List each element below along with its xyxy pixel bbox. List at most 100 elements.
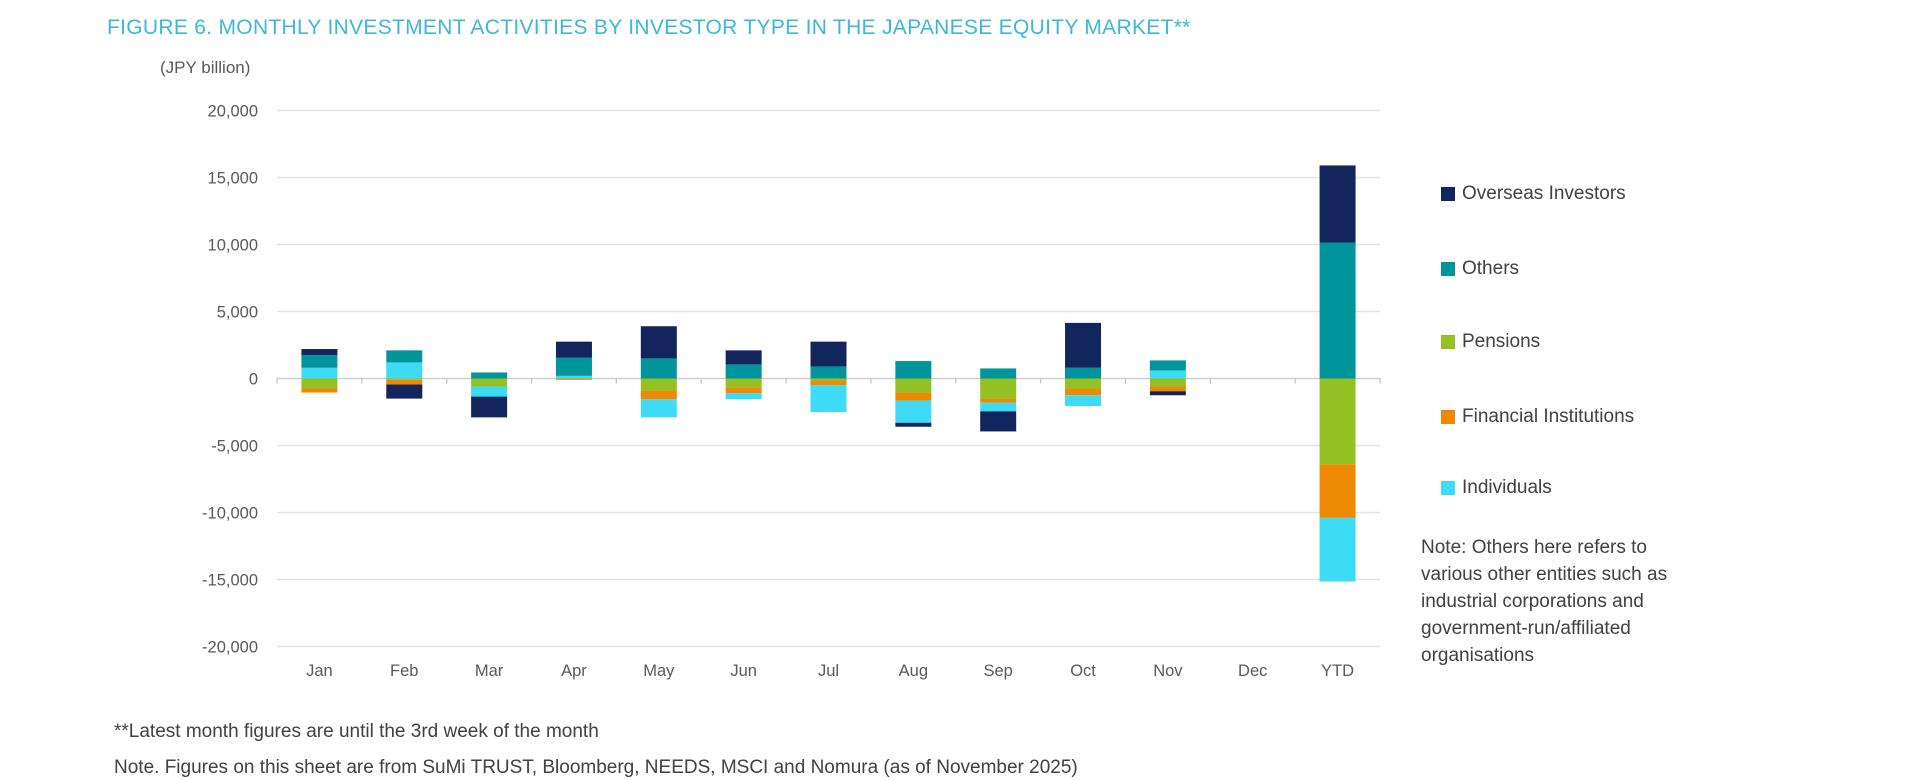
bar-segment-apr-financial-institutions	[555, 378, 592, 380]
bar-segment-oct-financial-institutions	[1065, 388, 1102, 396]
y-axis-unit-label: (JPY billion)	[160, 58, 251, 77]
x-tick-label: Sep	[984, 662, 1013, 680]
bar-segment-jul-pensions	[810, 378, 847, 381]
bar-segment-jun-individuals	[725, 393, 762, 400]
bar-segment-jul-financial-institutions	[810, 380, 847, 386]
bar-segment-nov-financial-institutions	[1149, 386, 1186, 392]
footnote-sources: Note. Figures on this sheet are from SuM…	[114, 757, 1078, 778]
bar-segment-oct-individuals	[1065, 395, 1102, 406]
bar-segment-ytd-financial-institutions	[1319, 464, 1356, 518]
x-tick-label: Jan	[306, 662, 333, 680]
x-tick-label: Feb	[390, 662, 418, 680]
bar-segment-aug-pensions	[895, 378, 932, 393]
bar-segment-apr-overseas-investors	[555, 341, 592, 358]
x-tick-label: May	[643, 662, 675, 680]
bar-segment-feb-overseas-investors	[386, 384, 423, 399]
y-tick-label: 10,000	[208, 237, 258, 255]
bar-segment-sep-others	[980, 368, 1017, 379]
bar-segment-aug-others	[895, 361, 932, 379]
legend-item-financial-institutions: Financial Institutions	[1441, 406, 1634, 428]
bar-segment-jun-financial-institutions	[725, 387, 762, 394]
bar-segment-ytd-pensions	[1319, 378, 1356, 465]
bar-segment-jul-overseas-investors	[810, 341, 847, 367]
y-tick-label: -10,000	[202, 505, 258, 523]
legend-label: Overseas Investors	[1462, 183, 1626, 204]
bar-segment-jul-others	[810, 366, 847, 379]
bar-segment-nov-others	[1149, 360, 1186, 371]
bar-segment-ytd-others	[1319, 242, 1356, 379]
bar-segment-oct-overseas-investors	[1065, 322, 1102, 368]
y-tick-label: 5,000	[217, 304, 258, 322]
x-tick-label: Nov	[1153, 662, 1183, 680]
x-tick-label: YTD	[1321, 662, 1354, 680]
bar-segment-oct-others	[1065, 367, 1102, 379]
y-tick-label: -20,000	[202, 639, 258, 657]
legend-item-overseas-investors: Overseas Investors	[1441, 183, 1626, 205]
financial-institutions-swatch-icon	[1441, 410, 1455, 424]
others-swatch-icon	[1441, 262, 1455, 276]
bar-segment-nov-individuals	[1149, 370, 1186, 379]
bar-segment-jun-others	[725, 364, 762, 379]
legend-label: Others	[1462, 258, 1520, 279]
legend-label: Individuals	[1462, 477, 1552, 498]
bar-segment-feb-individuals	[386, 362, 423, 379]
overseas-investors-swatch-icon	[1441, 187, 1455, 201]
bar-segment-mar-others	[471, 372, 508, 379]
bar-segment-jan-others	[301, 355, 338, 368]
legend-item-individuals: Individuals	[1441, 477, 1552, 499]
footnote-latest-month: **Latest month figures are until the 3rd…	[114, 721, 599, 742]
bar-segment-may-others	[640, 358, 677, 379]
x-tick-label: Aug	[899, 662, 928, 680]
bar-segment-jan-pensions	[301, 378, 338, 389]
bar-segment-sep-individuals	[980, 402, 1017, 412]
y-tick-label: 0	[249, 371, 258, 389]
bar-segment-jan-overseas-investors	[301, 349, 338, 356]
bar-segment-mar-overseas-investors	[471, 396, 508, 418]
bar-segment-mar-pensions	[471, 378, 508, 387]
bar-segment-feb-others	[386, 350, 423, 363]
legend-label: Pensions	[1462, 331, 1541, 352]
x-tick-label: Jun	[730, 662, 757, 680]
legend-item-others: Others	[1441, 258, 1519, 280]
bar-segment-sep-overseas-investors	[980, 411, 1017, 432]
bar-segment-mar-individuals	[471, 386, 508, 397]
x-tick-label: Mar	[475, 662, 504, 680]
bar-segment-may-financial-institutions	[640, 390, 677, 400]
y-tick-label: -5,000	[211, 438, 258, 456]
bar-segment-nov-pensions	[1149, 378, 1186, 387]
bar-segment-jun-overseas-investors	[725, 350, 762, 365]
bar-segment-may-overseas-investors	[640, 326, 677, 359]
bar-segment-apr-others	[555, 357, 592, 376]
bar-segment-apr-individuals	[555, 375, 592, 379]
x-tick-label: Jul	[818, 662, 839, 680]
bar-segment-ytd-overseas-investors	[1319, 165, 1356, 243]
y-tick-label: 20,000	[208, 103, 258, 121]
others-definition-note: Note: Others here refers to various othe…	[1421, 537, 1668, 666]
bar-segment-may-pensions	[640, 378, 677, 391]
bar-segment-aug-individuals	[895, 400, 932, 423]
legend-item-pensions: Pensions	[1441, 331, 1540, 353]
x-tick-label: Oct	[1070, 662, 1096, 680]
bar-segment-aug-overseas-investors	[895, 422, 932, 427]
x-tick-label: Dec	[1238, 662, 1267, 680]
y-tick-label: -15,000	[202, 572, 258, 590]
bar-segment-jul-individuals	[810, 385, 847, 412]
bar-segment-jan-financial-institutions	[301, 388, 338, 393]
bar-segment-ytd-individuals	[1319, 517, 1356, 582]
bar-segment-feb-financial-institutions	[386, 379, 423, 385]
x-tick-label: Apr	[561, 662, 587, 680]
figure-title: FIGURE 6. MONTHLY INVESTMENT ACTIVITIES …	[107, 16, 1191, 39]
bar-segment-sep-pensions	[980, 378, 1017, 399]
bar-segment-oct-pensions	[1065, 378, 1102, 389]
bar-segment-jun-pensions	[725, 378, 762, 388]
bar-segment-feb-pensions	[386, 378, 423, 380]
individuals-swatch-icon	[1441, 481, 1455, 495]
bar-segment-sep-financial-institutions	[980, 398, 1017, 403]
bar-segment-aug-financial-institutions	[895, 392, 932, 401]
pensions-swatch-icon	[1441, 335, 1455, 349]
bar-segment-jan-individuals	[301, 367, 338, 379]
bar-segment-nov-overseas-investors	[1149, 391, 1186, 396]
bar-segment-may-individuals	[640, 399, 677, 418]
